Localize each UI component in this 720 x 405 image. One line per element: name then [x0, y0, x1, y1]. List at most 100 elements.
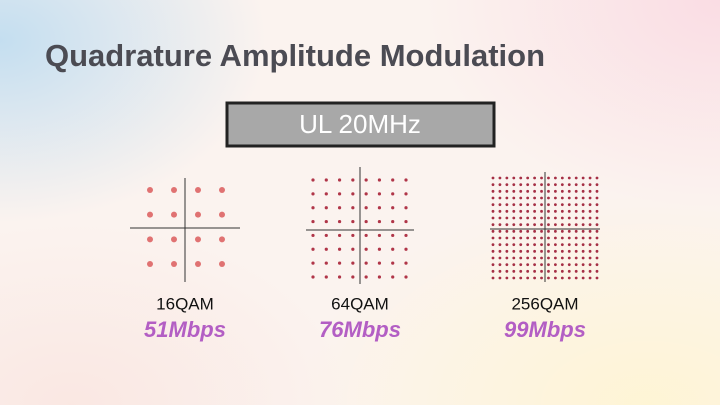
constellation-point	[533, 189, 536, 193]
constellation-point	[324, 206, 328, 210]
constellation-point	[595, 256, 599, 260]
constellation-point	[588, 256, 592, 260]
modulation-label: 256QAM	[511, 294, 578, 313]
constellation-point	[526, 209, 530, 213]
constellation-point	[554, 276, 557, 280]
constellation-point	[547, 189, 550, 193]
constellation-point	[574, 269, 578, 273]
constellation-point	[567, 203, 571, 207]
constellation-point	[337, 192, 342, 196]
constellation-point	[404, 233, 408, 238]
constellation-point	[574, 183, 578, 187]
constellation-point	[505, 243, 509, 247]
constellation-point	[498, 216, 502, 220]
constellation-point	[533, 196, 536, 200]
constellation-point	[519, 256, 523, 260]
constellation-point	[391, 192, 395, 196]
constellation-point	[595, 263, 599, 267]
constellation-point	[581, 243, 585, 247]
constellation-point	[540, 236, 543, 240]
constellation-point	[505, 189, 509, 193]
constellation-point	[519, 236, 523, 240]
constellation-point	[512, 243, 516, 247]
constellation-point	[560, 229, 564, 233]
constellation-point	[540, 209, 543, 213]
data-rate: 76Mbps	[319, 317, 401, 342]
constellation-point	[498, 256, 502, 260]
constellation-point	[526, 183, 530, 187]
constellation-point	[391, 178, 395, 182]
constellation-point	[547, 216, 550, 220]
constellation-point	[364, 178, 368, 182]
constellation-point	[519, 209, 523, 213]
constellation-point	[505, 183, 509, 187]
constellation-point	[581, 263, 585, 267]
constellation-point	[377, 261, 382, 265]
constellation-point	[595, 176, 599, 180]
constellation-point	[364, 275, 368, 279]
constellation-point	[404, 261, 408, 265]
constellation-point	[324, 219, 328, 224]
constellation-point	[595, 229, 599, 233]
constellation-point	[540, 176, 543, 180]
constellation-point	[560, 216, 564, 220]
constellation-point	[526, 236, 530, 240]
constellation-point	[560, 263, 564, 267]
constellation-point	[574, 256, 578, 260]
constellation-point	[512, 209, 516, 213]
constellation-point	[404, 247, 408, 251]
constellation-point	[512, 203, 516, 207]
constellation-point	[526, 176, 530, 180]
constellation-point	[505, 249, 509, 253]
constellation-point	[519, 196, 523, 200]
constellation-point	[519, 249, 523, 253]
constellation-point	[364, 261, 368, 265]
constellation-point	[491, 269, 495, 273]
constellation-point	[547, 256, 550, 260]
constellation-point	[588, 209, 592, 213]
constellation-point	[219, 236, 225, 243]
constellation-point	[324, 275, 328, 279]
constellation-point	[567, 236, 571, 240]
constellation-point	[498, 183, 502, 187]
constellation-point	[567, 223, 571, 227]
constellation-point	[588, 223, 592, 227]
constellation-point	[526, 276, 530, 280]
constellation-point	[147, 187, 153, 193]
constellation-point	[547, 183, 550, 187]
constellation-point	[540, 276, 543, 280]
constellation-point	[337, 275, 342, 279]
constellation-point	[498, 276, 502, 280]
constellation-point	[574, 209, 578, 213]
constellation-point	[491, 229, 495, 233]
constellation-point	[547, 263, 550, 267]
constellation-point	[498, 269, 502, 273]
constellation-point	[581, 209, 585, 213]
constellation-point	[498, 209, 502, 213]
constellation-point	[567, 209, 571, 213]
constellation-point	[567, 176, 571, 180]
constellation-point	[533, 203, 536, 207]
constellation-point	[595, 243, 599, 247]
constellation-point	[533, 269, 536, 273]
constellation-point	[491, 189, 495, 193]
constellation-point	[512, 256, 516, 260]
constellation-point	[595, 216, 599, 220]
constellation-point	[581, 236, 585, 240]
constellation-point	[377, 275, 382, 279]
constellation-point	[337, 261, 342, 265]
constellation-point	[391, 206, 395, 210]
constellation-point	[554, 229, 557, 233]
constellation-point	[512, 176, 516, 180]
constellation-point	[588, 249, 592, 253]
constellation-point	[560, 196, 564, 200]
constellation-point	[491, 263, 495, 267]
constellation-point	[533, 216, 536, 220]
constellation-point	[567, 249, 571, 253]
data-rate: 99Mbps	[504, 317, 586, 342]
constellation-point	[498, 196, 502, 200]
constellation-point	[491, 276, 495, 280]
constellation-point	[533, 176, 536, 180]
constellation-point	[554, 183, 557, 187]
